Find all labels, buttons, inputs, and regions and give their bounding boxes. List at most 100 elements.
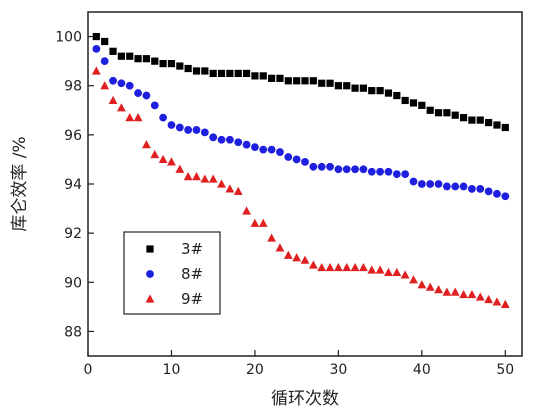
x-tick-label: 30 bbox=[329, 362, 347, 378]
data-point-series-1 bbox=[276, 74, 284, 82]
data-point-series-1 bbox=[426, 106, 434, 114]
data-point-series-2 bbox=[125, 81, 134, 90]
data-point-series-1 bbox=[485, 118, 493, 127]
data-point-series-1 bbox=[351, 84, 359, 92]
data-point-series-1 bbox=[251, 72, 259, 80]
data-point-series-3 bbox=[459, 289, 468, 299]
data-point-series-1 bbox=[142, 55, 151, 63]
data-point-series-3 bbox=[116, 103, 126, 112]
data-point-series-2 bbox=[351, 165, 359, 174]
data-point-series-1 bbox=[301, 77, 309, 85]
data-point-series-3 bbox=[367, 265, 377, 274]
data-point-series-2 bbox=[200, 128, 209, 137]
data-point-series-2 bbox=[426, 180, 435, 188]
data-point-series-1 bbox=[284, 77, 292, 85]
data-point-series-1 bbox=[126, 52, 134, 60]
data-point-series-2 bbox=[501, 192, 510, 201]
data-point-series-3 bbox=[267, 233, 277, 242]
data-point-series-3 bbox=[325, 262, 335, 272]
data-point-series-3 bbox=[158, 154, 168, 164]
y-tick-label: 92 bbox=[64, 226, 82, 242]
data-point-series-3 bbox=[442, 287, 452, 296]
data-point-series-3 bbox=[217, 179, 226, 188]
data-point-series-2 bbox=[209, 133, 218, 142]
data-point-series-3 bbox=[242, 206, 251, 215]
data-point-series-3 bbox=[475, 292, 485, 301]
data-point-series-1 bbox=[376, 87, 384, 95]
data-point-series-1 bbox=[368, 87, 376, 95]
y-tick-label: 94 bbox=[64, 177, 82, 193]
data-point-series-1 bbox=[418, 101, 426, 109]
data-point-series-3 bbox=[292, 253, 302, 262]
data-point-series-3 bbox=[400, 270, 410, 279]
data-point-series-2 bbox=[376, 167, 385, 176]
data-point-series-1 bbox=[201, 67, 209, 75]
data-point-series-1 bbox=[309, 77, 317, 85]
data-point-series-3 bbox=[233, 186, 243, 195]
data-point-series-2 bbox=[284, 153, 293, 161]
y-tick-label: 98 bbox=[64, 79, 82, 95]
data-point-series-3 bbox=[392, 267, 402, 277]
data-point-series-2 bbox=[434, 180, 443, 188]
data-point-series-3 bbox=[250, 218, 260, 227]
data-point-series-1 bbox=[159, 60, 167, 68]
data-point-series-1 bbox=[92, 32, 100, 41]
data-point-series-3 bbox=[350, 262, 360, 272]
x-axis-title: 循环次数 bbox=[271, 389, 339, 409]
x-tick-label: 20 bbox=[246, 362, 264, 378]
data-point-series-1 bbox=[217, 69, 226, 78]
data-point-series-3 bbox=[100, 81, 110, 90]
data-point-series-2 bbox=[292, 155, 301, 164]
data-point-series-2 bbox=[476, 185, 485, 193]
data-point-series-1 bbox=[293, 77, 301, 85]
legend: 3# 8# 9# bbox=[123, 231, 221, 315]
data-point-series-1 bbox=[326, 79, 334, 87]
data-point-series-1 bbox=[151, 57, 159, 65]
data-point-series-3 bbox=[283, 250, 293, 259]
data-point-series-3 bbox=[434, 285, 443, 294]
data-point-series-2 bbox=[409, 177, 418, 186]
data-point-series-2 bbox=[359, 165, 368, 174]
data-point-series-3 bbox=[125, 113, 135, 122]
data-point-series-3 bbox=[225, 184, 235, 193]
data-point-series-3 bbox=[300, 255, 310, 264]
data-point-series-2 bbox=[267, 145, 276, 154]
data-point-series-3 bbox=[375, 265, 385, 274]
data-point-series-1 bbox=[209, 69, 217, 78]
data-point-series-1 bbox=[226, 69, 234, 78]
data-point-series-2 bbox=[217, 135, 226, 144]
data-point-series-1 bbox=[468, 116, 476, 124]
data-point-series-1 bbox=[493, 121, 501, 129]
data-point-series-3 bbox=[308, 260, 318, 269]
data-point-series-2 bbox=[367, 167, 376, 176]
data-point-series-2 bbox=[384, 167, 393, 176]
data-point-series-2 bbox=[451, 182, 460, 191]
y-tick-label: 96 bbox=[64, 128, 82, 144]
data-point-series-1 bbox=[409, 99, 418, 107]
data-point-series-1 bbox=[176, 62, 184, 70]
legend-label-9: 9# bbox=[181, 290, 203, 308]
data-point-series-2 bbox=[342, 165, 351, 174]
data-point-series-1 bbox=[234, 69, 242, 78]
y-tick-label: 90 bbox=[64, 275, 82, 291]
data-point-series-1 bbox=[334, 82, 342, 90]
data-point-series-3 bbox=[450, 287, 460, 296]
data-point-series-2 bbox=[459, 182, 468, 191]
data-point-series-2 bbox=[392, 170, 401, 179]
data-point-series-1 bbox=[134, 55, 142, 63]
data-point-series-3 bbox=[200, 174, 210, 183]
data-point-series-3 bbox=[359, 262, 368, 272]
data-point-series-2 bbox=[109, 76, 117, 85]
data-point-series-2 bbox=[100, 57, 109, 66]
data-point-series-3 bbox=[108, 95, 118, 105]
data-point-series-2 bbox=[334, 165, 343, 174]
data-point-series-1 bbox=[393, 91, 401, 100]
data-point-series-1 bbox=[117, 52, 125, 60]
data-point-series-3 bbox=[384, 267, 393, 277]
data-point-series-2 bbox=[417, 180, 426, 188]
data-point-series-1 bbox=[359, 84, 368, 92]
data-point-series-3 bbox=[417, 280, 427, 289]
data-point-series-2 bbox=[92, 44, 101, 53]
data-point-series-1 bbox=[459, 114, 468, 122]
legend-box bbox=[123, 231, 221, 315]
